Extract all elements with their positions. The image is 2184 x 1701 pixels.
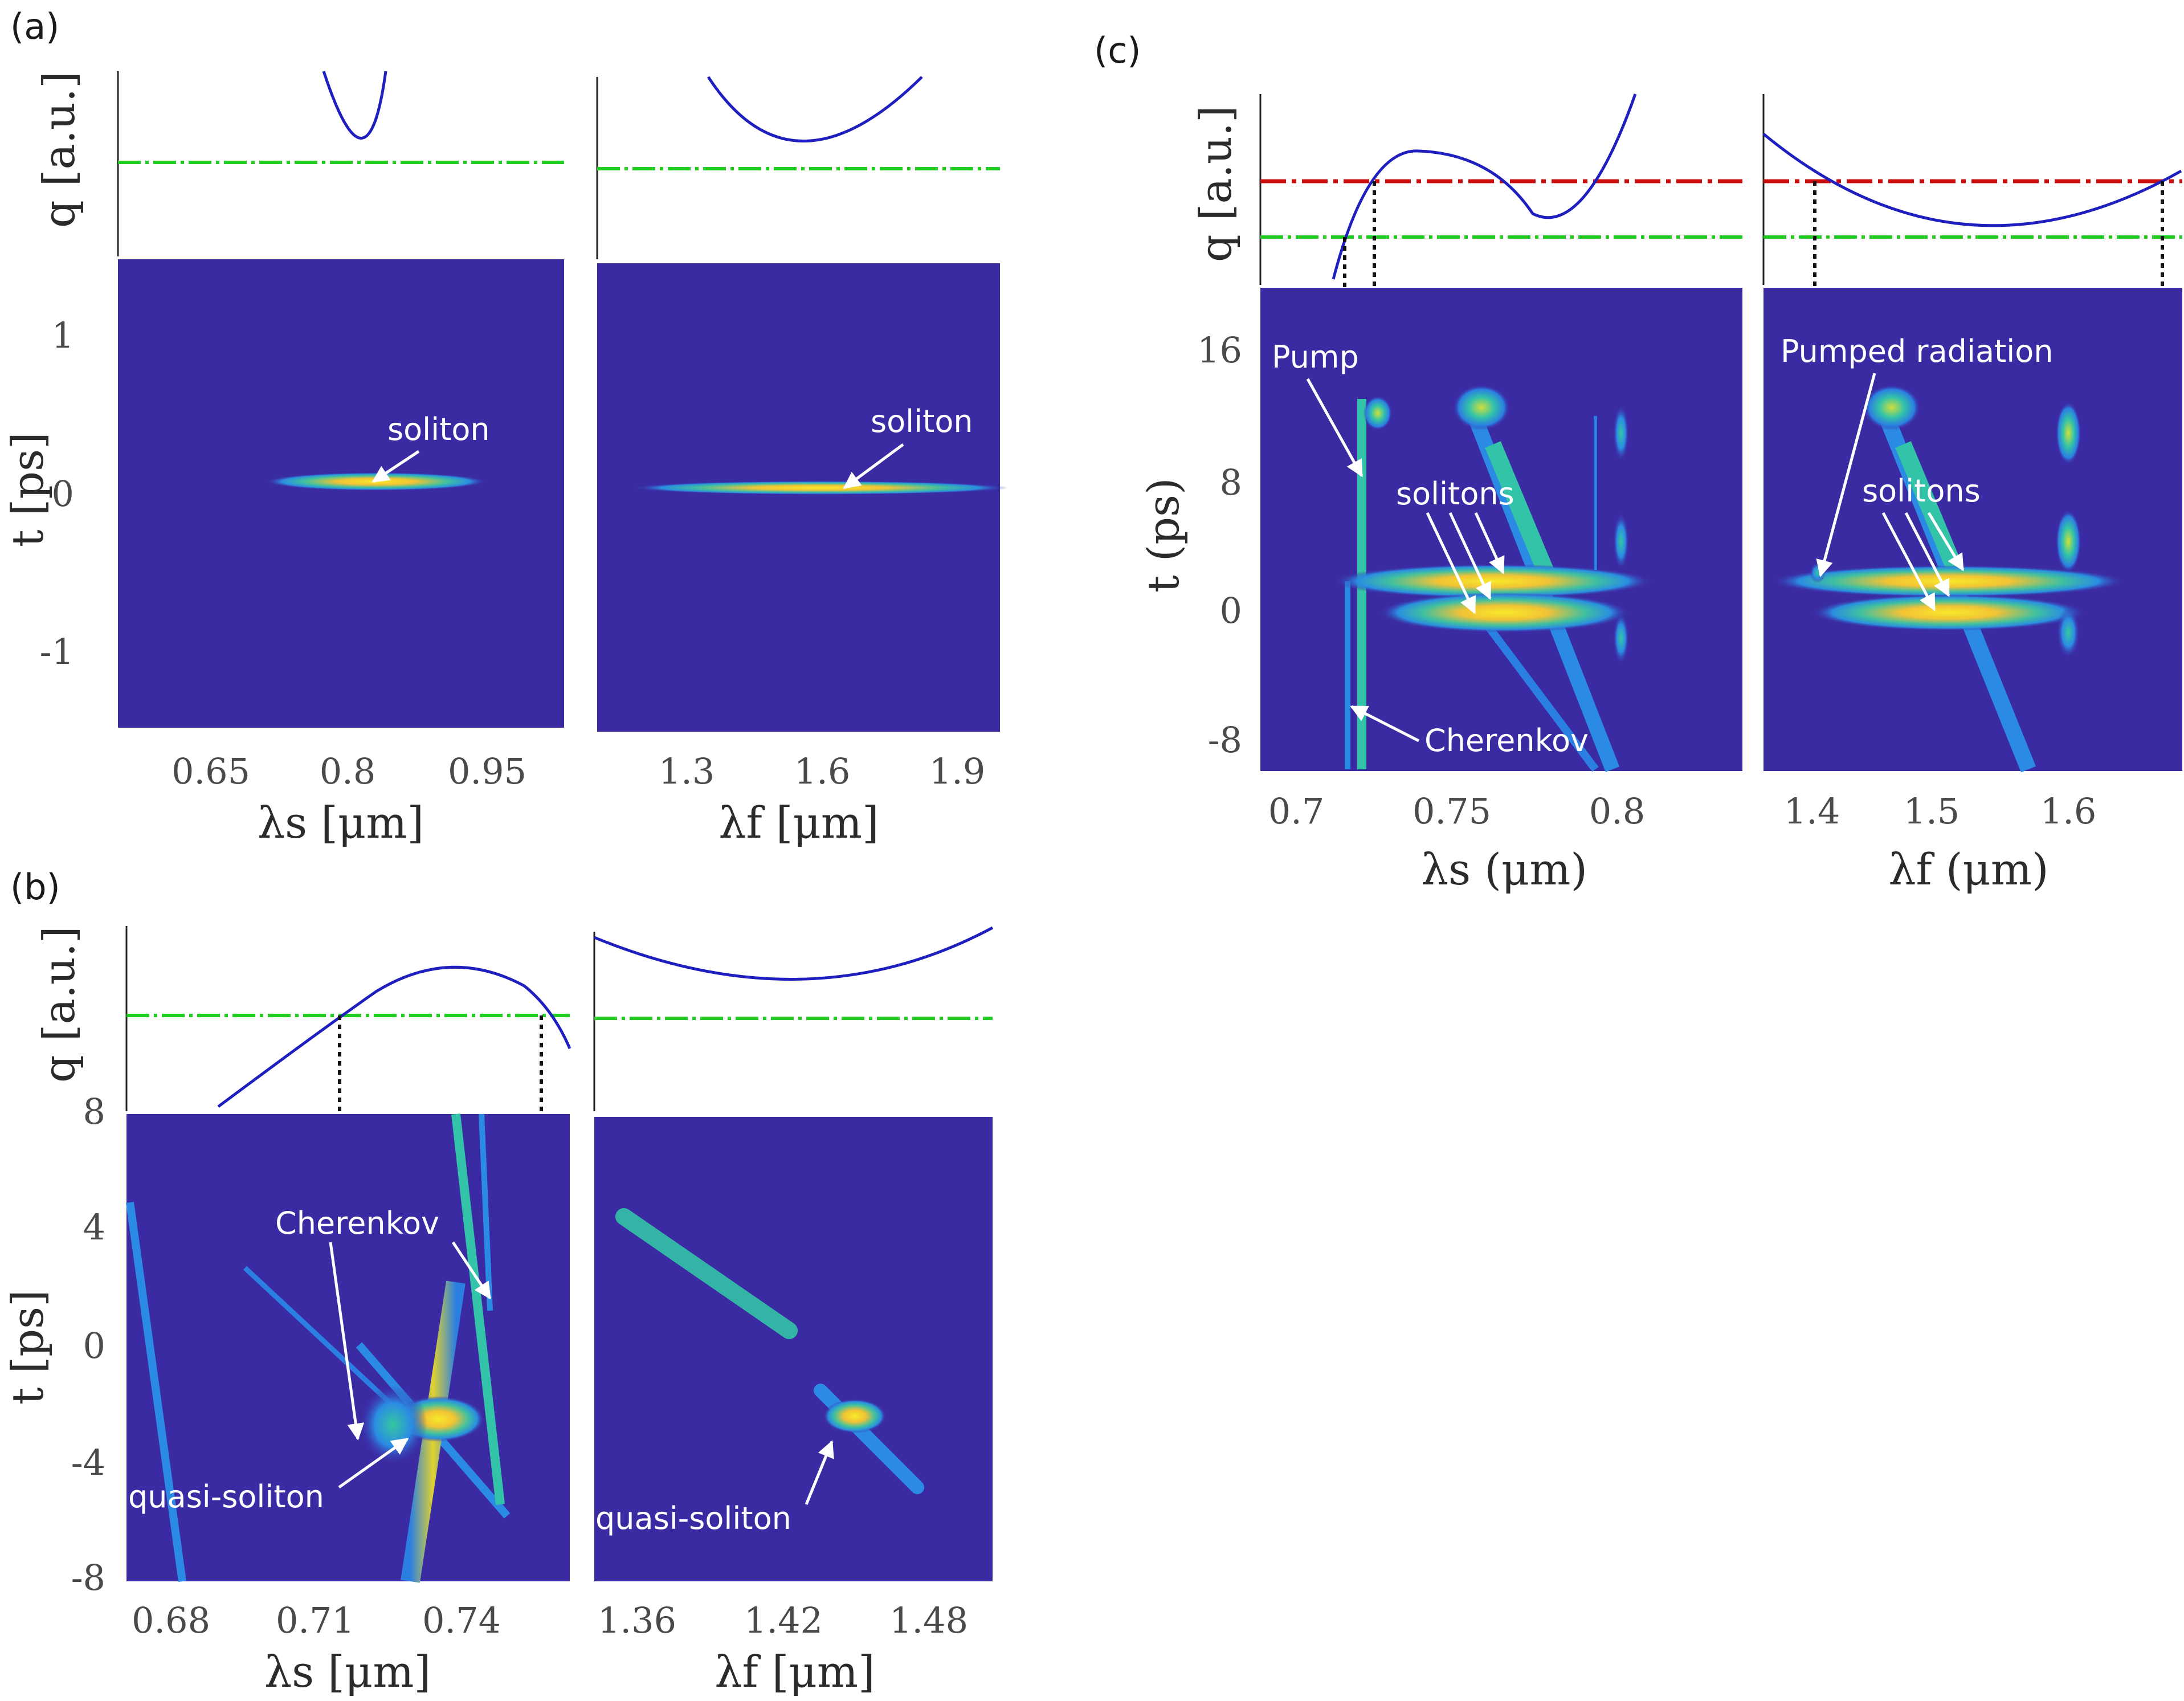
panel-c-tag: (c): [1094, 30, 1141, 71]
panel-c-ytick: 0: [1220, 590, 1242, 631]
panel-a-right-xtick: 1.9: [929, 750, 986, 792]
panel-c-pump-label: Pump: [1272, 339, 1359, 375]
panel-b-right-quasi-arrow: [805, 1440, 834, 1505]
panel-b-right-xtick: 1.42: [744, 1600, 823, 1641]
panel-c-left-solitons-label: solitons: [1396, 476, 1514, 512]
panel-b-ytick: 8: [83, 1091, 105, 1132]
panel-a-left-curve: [322, 71, 387, 140]
panel-c-right-curve: [1762, 133, 2182, 227]
panel-b-right-xlabel: λf [μm]: [715, 1646, 875, 1697]
panel-c-left-solitons-arrow: [1448, 512, 1492, 600]
panel-b-left-quasi-label: quasi-soliton: [128, 1479, 324, 1515]
panel-a-left-xtick: 0.65: [172, 750, 250, 792]
panel-c-left-heatmap: [1260, 288, 1742, 771]
panel-b-cherenkov-arrow-left: [329, 1242, 365, 1441]
panel-a-right-xtick: 1.3: [659, 750, 715, 792]
panel-c-pump-arrow: [1306, 378, 1364, 478]
panel-b-ytick: 4: [83, 1206, 105, 1248]
panel-a-left-xtick: 0.8: [320, 750, 376, 792]
panel-a-right-arrow: [843, 443, 904, 490]
panel-a-left-soliton: [265, 472, 487, 491]
panel-c-t-label: t (ps): [1138, 478, 1189, 593]
panel-a-left-heatmap: [118, 259, 564, 728]
panel-a-left-xtick: 0.95: [448, 750, 526, 792]
panel-a-ytick: 0: [52, 473, 74, 515]
panel-b-left-curve: [217, 965, 571, 1108]
panel-b-cherenkov-label: Cherenkov: [275, 1205, 439, 1241]
panel-c-left-xtick: 0.7: [1268, 790, 1325, 832]
panel-a-right-soliton: [632, 481, 1009, 495]
panel-c-left-xtick: 0.8: [1589, 790, 1646, 832]
panel-a-ytick: -1: [40, 631, 74, 672]
panel-a-right-curve: [707, 76, 923, 142]
panel-c-right-solitons-arrow: [1881, 512, 1936, 611]
panel-a-ytick: 1: [52, 315, 74, 356]
panel-b-left-xlabel: λs [μm]: [264, 1646, 431, 1697]
panel-c-cherenkov-arrow: [1350, 705, 1420, 743]
panel-c-left-solitons-arrow: [1474, 512, 1505, 574]
panel-a-left-xlabel: λs [μm]: [258, 797, 424, 848]
panel-b-q-label: q [a.u.]: [34, 926, 84, 1083]
panel-c-right-solitons-arrow: [1904, 512, 1950, 597]
panel-b-right-xtick: 1.48: [889, 1600, 968, 1641]
panel-b-t-label: t [ps]: [2, 1290, 53, 1405]
panel-b-right-quasi-label: quasi-soliton: [595, 1500, 791, 1536]
panel-a-q-label: q [a.u.]: [34, 71, 84, 228]
panel-c-ytick: 8: [1220, 462, 1242, 503]
panel-b-ytick: 0: [83, 1325, 105, 1366]
panel-c-ytick: -8: [1208, 719, 1242, 761]
panel-b-left-features: [126, 1113, 511, 1583]
panel-b-left-xtick: 0.71: [276, 1600, 354, 1641]
panel-a-left-annotation: soliton: [387, 411, 490, 447]
panel-b-right-curve: [594, 926, 994, 981]
panel-c-right-features: [1772, 385, 2125, 773]
panel-c-left-curve: [1332, 93, 1637, 280]
panel-c-left-features: [1333, 385, 1652, 772]
panel-b-left-xtick: 0.68: [132, 1600, 210, 1641]
panel-c-left-xlabel: λs (μm): [1421, 844, 1587, 895]
panel-c-q-label: q [a.u.]: [1190, 105, 1241, 262]
panel-c-left-solitons-arrow: [1426, 512, 1476, 614]
panel-c-right-xtick: 1.4: [1784, 790, 1840, 832]
panel-a-right-annotation: soliton: [871, 403, 973, 439]
panel-a-tag: (a): [10, 6, 59, 47]
panel-a-right-xtick: 1.6: [794, 750, 851, 792]
panel-c-left-xtick: 0.75: [1413, 790, 1491, 832]
panel-b-right-features: [615, 1208, 924, 1494]
panel-b-ytick: -4: [71, 1442, 105, 1483]
panel-a-right-xlabel: λf [μm]: [719, 797, 879, 848]
panel-c-right-solitons-arrow: [1927, 512, 1965, 572]
panel-b-right-xtick: 1.36: [598, 1600, 676, 1641]
panel-b-left-xtick: 0.74: [422, 1600, 501, 1641]
panel-c-pumped-label: Pumped radiation: [1781, 333, 2054, 369]
panel-b-tag: (b): [10, 866, 60, 908]
panel-a-right-heatmap: [597, 263, 1000, 732]
panel-b-ytick: -8: [71, 1557, 105, 1598]
panel-c-pumped-arrow: [1816, 373, 1876, 577]
panel-c-right-xlabel: λf (μm): [1888, 844, 2048, 895]
panel-c-right-solitons-label: solitons: [1862, 473, 1981, 509]
panel-b-left-quasi-arrow: [338, 1437, 409, 1489]
panel-a-left-arrow: [372, 450, 420, 483]
panel-c-right-xtick: 1.5: [1904, 790, 1960, 832]
panel-b-cherenkov-arrow-right: [451, 1241, 492, 1300]
panel-b-right-heatmap: [594, 1117, 993, 1581]
panel-c-right-xtick: 1.6: [2040, 790, 2097, 832]
panel-a-t-label: t [ps]: [2, 432, 53, 547]
panel-c-cherenkov-label: Cherenkov: [1424, 723, 1589, 758]
panel-c-ytick: 16: [1197, 329, 1242, 371]
